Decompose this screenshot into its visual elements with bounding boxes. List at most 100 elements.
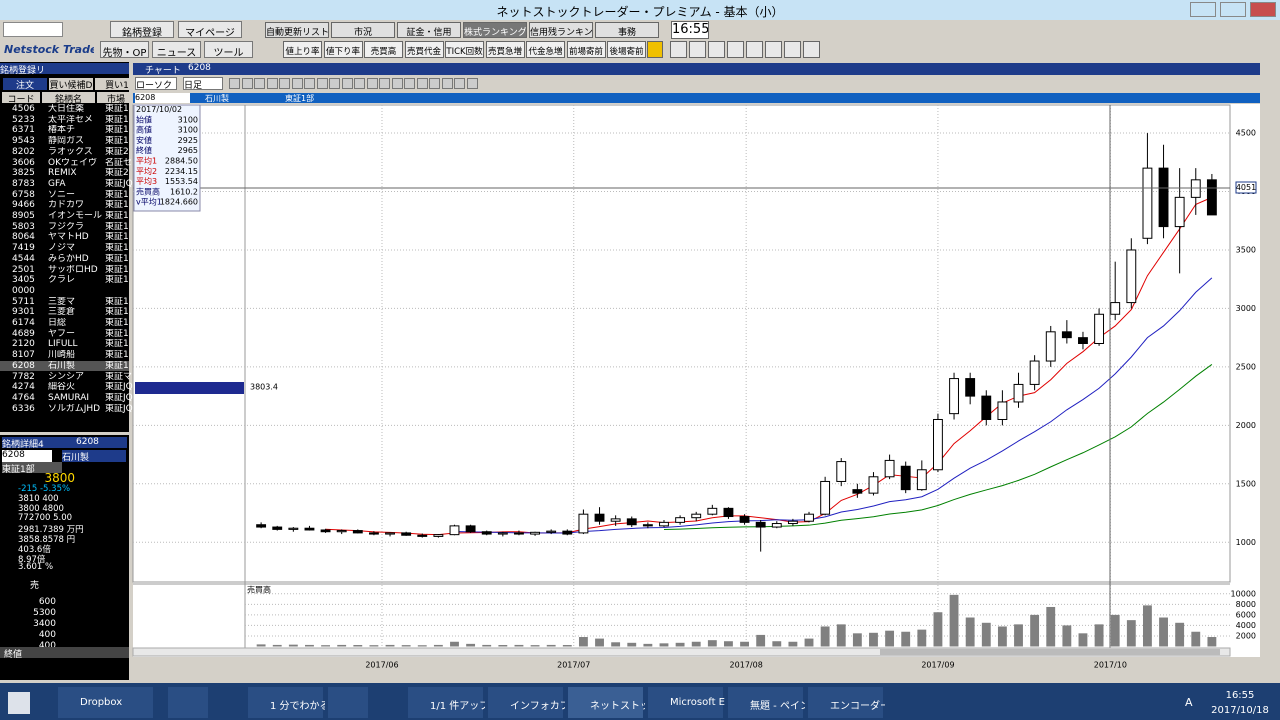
list-cell: 5803 [12,221,35,232]
taskbar-item[interactable] [648,687,723,718]
list-row[interactable] [0,232,129,244]
menu-tab[interactable]: 自動更新リスト [265,22,329,38]
chart-tool[interactable] [329,78,340,89]
taskbar-item[interactable] [488,687,563,718]
list-row[interactable] [0,114,129,126]
nav-button[interactable]: ニュース [152,41,201,58]
list-row[interactable] [0,104,129,115]
chart-tool[interactable] [466,78,478,89]
tool-icon[interactable] [670,41,687,58]
list-row[interactable] [0,221,129,233]
chart-tool[interactable] [391,78,403,89]
taskbar-item[interactable] [113,687,153,718]
list-row[interactable] [0,136,129,147]
taskbar-item[interactable] [328,687,368,718]
chart-tool[interactable] [229,78,240,89]
list-row[interactable] [0,275,129,286]
tool-icon[interactable] [708,41,725,58]
search-box[interactable] [3,22,63,37]
tool-icon[interactable] [689,41,706,58]
chart-tool[interactable] [316,78,328,89]
ranking-button[interactable]: 売買高 [364,41,403,58]
list-row[interactable] [0,382,129,393]
list-row[interactable] [0,211,129,222]
list-row[interactable] [0,200,129,211]
menu-tab[interactable]: 事務 [595,22,659,38]
nav-button[interactable]: マイページ [178,21,242,38]
chart-tool[interactable] [279,78,290,89]
list-row[interactable] [0,350,129,361]
tool-icon[interactable] [803,41,820,58]
ranking-button[interactable]: 値上り率 [283,41,322,58]
chart-tool[interactable] [429,78,440,89]
list-tab[interactable]: 注文 [3,78,47,90]
list-row[interactable] [0,146,129,158]
taskbar-item[interactable] [568,687,643,718]
ranking-button[interactable]: 値下り率 [323,41,363,58]
taskbar-item[interactable] [168,687,208,718]
chart-tool[interactable] [254,78,265,89]
menu-tab[interactable]: 市況 [331,22,395,38]
list-row[interactable] [0,243,129,254]
chart-style[interactable]: ローソク [135,77,177,90]
ranking-button[interactable]: 売買急増 [485,41,525,58]
nav-button[interactable]: ツール [204,41,253,58]
taskbar-item[interactable] [728,687,803,718]
tool-icon[interactable] [727,41,744,58]
chart-period[interactable]: 日足 [183,77,223,90]
list-row[interactable] [0,264,129,276]
menu-tab[interactable]: 信用残ランキング [529,22,593,38]
taskbar-item[interactable] [248,687,323,718]
ranking-button[interactable]: 代金急増 [526,41,565,58]
menu-tab[interactable]: 証金・信用 [397,22,461,38]
taskbar-item[interactable] [808,687,883,718]
more-button[interactable] [647,41,663,58]
list-row[interactable] [0,157,129,169]
list-row[interactable] [0,392,129,404]
list-row[interactable] [0,328,129,340]
list-row[interactable] [0,360,129,372]
list-row[interactable] [0,253,129,265]
menu-tab[interactable]: 株式ランキング [463,22,527,38]
chart-tool[interactable] [266,78,278,89]
list-row[interactable] [0,307,129,318]
chart-tool[interactable] [379,78,390,89]
list-row[interactable] [0,125,129,137]
list-row[interactable] [0,189,129,201]
nav-button[interactable]: 先物・OP [100,41,149,58]
taskbar-item[interactable] [408,687,483,718]
tool-icon[interactable] [784,41,801,58]
window-max[interactable] [1220,2,1246,17]
chart-tool[interactable] [454,78,465,89]
ranking-button[interactable]: 売買代金 [404,41,444,58]
ranking-button[interactable]: TICK回数 [445,41,484,58]
chart-tool[interactable] [441,78,453,89]
list-row[interactable] [0,339,129,351]
chart-tool[interactable] [366,78,378,89]
nav-button[interactable]: 銘柄登録 [110,21,174,38]
start[interactable] [8,692,30,714]
chart-tool[interactable] [354,78,365,89]
chart-tool[interactable] [241,78,253,89]
list-row[interactable] [0,296,129,308]
chart-tool[interactable] [416,78,428,89]
list-tab[interactable]: 買い1 [95,78,139,90]
list-row[interactable] [0,371,129,383]
chart-tool[interactable] [304,78,315,89]
list-row[interactable] [0,403,129,415]
ranking-button[interactable]: 後場寄前 [607,41,646,58]
tool-icon[interactable] [746,41,763,58]
list-row[interactable] [0,178,129,190]
chart-tool[interactable] [291,78,303,89]
window-close[interactable] [1250,2,1276,17]
tool-icon[interactable] [765,41,782,58]
list-row[interactable] [0,318,129,329]
window-min[interactable] [1190,2,1216,17]
list-tab[interactable]: 買い候補D [49,78,93,90]
chart-tool[interactable] [404,78,415,89]
list-row[interactable] [0,285,129,297]
ranking-button[interactable]: 前場寄前 [566,41,606,58]
scroll-thumb[interactable] [880,649,1220,655]
chart-tool[interactable] [341,78,353,89]
list-row[interactable] [0,168,129,179]
